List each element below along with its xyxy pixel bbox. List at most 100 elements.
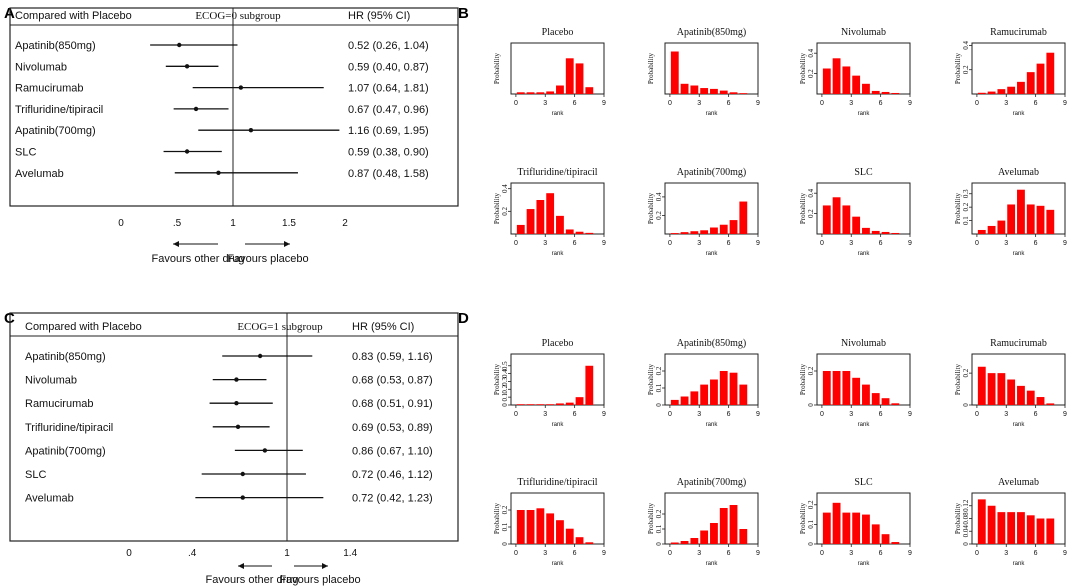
probability-bar [891,403,900,405]
probability-bar [719,371,728,405]
probability-bar [536,404,545,405]
probability-bar [719,90,728,94]
probability-bar [1026,204,1035,234]
probability-bar [546,91,555,94]
forest-point-estimate [262,448,268,453]
forest-row-hr-text: 1.16 (0.69, 1.95) [348,125,429,137]
x-tick-label: 3 [1004,100,1008,107]
probability-bar [1026,72,1035,94]
x-axis-label: rank [1013,422,1026,428]
probability-bar [987,225,996,234]
probability-bar [1046,403,1055,405]
forest-x-tick-label: 1.4 [343,548,357,559]
probability-bar [871,90,880,94]
x-tick-label: 6 [1034,550,1038,557]
x-tick-label: 9 [908,100,912,107]
x-tick-label: 0 [668,411,672,418]
probability-bar [842,371,851,405]
x-tick-label: 0 [514,240,518,247]
probability-bar [822,68,831,94]
x-tick-label: 3 [697,550,701,557]
probability-bar [575,231,584,234]
probability-bar [739,384,748,405]
probability-bar [862,227,870,234]
probability-bar [526,92,535,94]
forest-row-hr-text: 0.52 (0.26, 1.04) [348,40,429,52]
y-tick-label: 0.3 [962,189,970,198]
probability-bar [1017,189,1025,234]
probability-bar [997,512,1006,544]
subplot-title: Avelumab [998,477,1039,488]
probability-bar [1017,81,1025,94]
probability-bar [881,534,890,544]
forest-point-estimate [240,495,245,500]
forest-x-tick-label: 1 [284,548,290,559]
probability-bar [680,396,689,405]
forest-row-label: Apatinib(700mg) [25,445,106,457]
y-axis-label: Probability [799,192,807,224]
y-tick-label: 0 [962,403,970,407]
y-tick-label: 0 [655,403,663,407]
y-tick-label: 0.3 [501,377,509,386]
x-tick-label: 6 [573,100,577,107]
y-tick-label: 0.2 [655,509,663,518]
subplot-title: Ramucirumab [990,338,1047,349]
x-tick-label: 9 [1063,240,1067,247]
probability-bar [710,379,718,405]
probability-bar [575,537,584,544]
probability-bar [700,384,709,405]
probability-bar [977,366,986,405]
x-axis-label: rank [1013,251,1026,257]
forest-row-hr-text: 0.68 (0.53, 0.87) [352,375,433,387]
probability-bar [556,520,564,544]
x-tick-label: 9 [908,550,912,557]
probability-bar [710,88,718,94]
probability-bar [891,542,900,544]
x-tick-label: 3 [1004,240,1008,247]
probability-bar [977,92,986,94]
probability-bar [536,200,545,234]
probability-bar [832,58,841,94]
forest-point-estimate [235,424,241,429]
probability-bar [852,377,861,405]
forest-row-label: Apatinib(850mg) [15,40,96,52]
probability-bar [881,398,890,405]
x-tick-label: 9 [908,411,912,418]
x-axis-label: rank [706,422,719,428]
probability-bar [680,83,689,94]
subplot-title: Apatinib(700mg) [677,167,746,178]
x-tick-label: 6 [727,100,731,107]
subplot-title: Ramucirumab [990,27,1047,38]
x-tick-label: 3 [1004,411,1008,418]
x-axis-label: rank [552,561,565,567]
x-tick-label: 0 [975,550,979,557]
x-tick-label: 0 [514,411,518,418]
favours-other-arrowhead [238,563,244,569]
y-axis-label: Probability [493,363,501,395]
x-axis-label: rank [552,422,565,428]
y-tick-label: 0 [655,542,663,546]
x-tick-label: 6 [879,100,883,107]
forest-subgroup-title: ECOG=1 subgroup [237,321,323,333]
probability-bar [997,89,1006,94]
y-tick-label: 0.4 [501,184,509,193]
y-axis-label: Probability [799,502,807,534]
rank-subplot: Apatinib(850mg) 0 3 6 9 rank 0 0.1 0.2Probabilit… [647,338,760,428]
y-tick-label: 0 [501,542,509,546]
probability-bar [822,371,831,405]
forest-row-hr-text: 0.68 (0.51, 0.91) [352,398,433,410]
probability-bar [536,508,545,544]
x-tick-label: 0 [820,411,824,418]
probability-bar [565,229,574,234]
x-tick-label: 6 [879,411,883,418]
probability-bar [565,58,574,94]
x-tick-label: 0 [668,550,672,557]
forest-row-hr-text: 0.59 (0.40, 0.87) [348,61,429,73]
favours-placebo-label: Favours placebo [279,574,360,586]
forest-header-right: HR (95% CI) [352,321,414,333]
probability-bar [1036,205,1045,234]
forest-point-estimate [193,106,199,112]
probability-bar [690,85,699,94]
